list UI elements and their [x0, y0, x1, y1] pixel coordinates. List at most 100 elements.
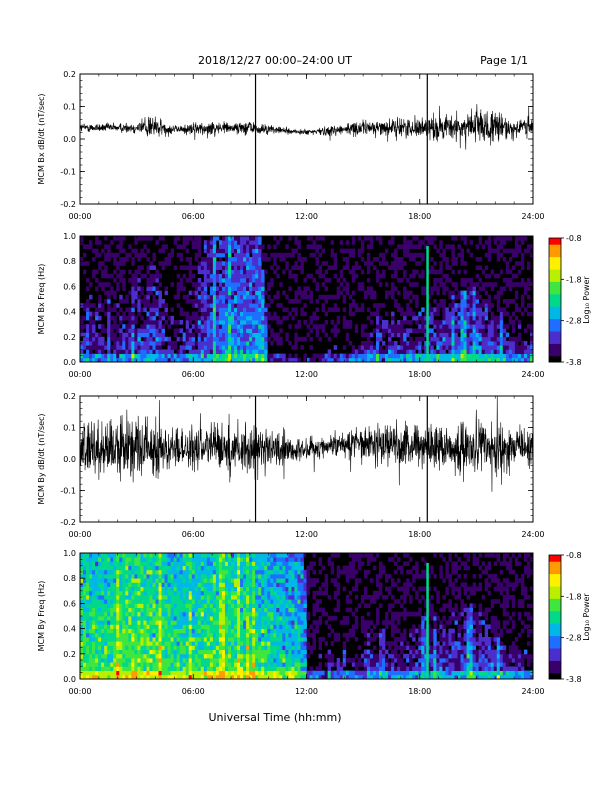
- spectrogram-cell: [255, 616, 259, 621]
- spectrogram-cell: [104, 624, 108, 629]
- spectrogram-cell: [197, 261, 202, 266]
- spectrogram-cell: [237, 641, 241, 646]
- spectrogram-cell: [415, 261, 419, 266]
- spectrogram-cell: [418, 328, 422, 333]
- spectrogram-cell: [258, 282, 262, 287]
- spectrogram-cell: [200, 294, 205, 300]
- spectrogram-cell: [164, 553, 168, 558]
- spectrogram-cell: [119, 620, 123, 625]
- spectrogram-cell: [200, 595, 205, 600]
- spectrogram-cell: [101, 324, 105, 329]
- spectrogram-cell: [164, 628, 168, 634]
- spectrogram-cell: [412, 349, 416, 354]
- spectrogram-cell: [409, 357, 413, 363]
- spectrogram-cell: [194, 299, 199, 304]
- spectrogram-cell: [98, 282, 102, 287]
- spectrogram-cell: [439, 252, 443, 258]
- spectrogram-cell: [391, 282, 395, 287]
- spectrogram-cell: [170, 595, 175, 600]
- spectrogram-cell: [360, 357, 365, 363]
- spectrogram-cell: [194, 674, 199, 680]
- spectrogram-cell: [348, 353, 353, 359]
- spectrogram-cell: [149, 353, 153, 359]
- spectrogram-cell: [433, 311, 437, 317]
- spectrogram-cell: [215, 307, 220, 312]
- spectrogram-cell: [86, 286, 90, 291]
- spectrogram-cell: [140, 565, 144, 571]
- spectrogram-cell: [200, 269, 205, 275]
- spectrogram-cell: [221, 582, 226, 587]
- spectrogram-cell: [409, 257, 413, 262]
- spectrogram-cell: [514, 252, 519, 258]
- spectrogram-cell: [246, 286, 250, 291]
- spectrogram-cell: [369, 244, 374, 249]
- spectrogram-cell: [191, 315, 196, 321]
- spectrogram-cell: [152, 294, 156, 300]
- spectrogram-cell: [397, 303, 401, 308]
- spectrogram-cell: [243, 341, 247, 346]
- spectrogram-cell: [128, 586, 132, 592]
- spectrogram-cell: [357, 236, 362, 241]
- spectrogram-cell: [388, 357, 392, 363]
- spectrogram-cell: [188, 641, 193, 646]
- spectrogram-cell: [487, 299, 492, 304]
- spectrogram-cell: [327, 278, 332, 283]
- spectrogram-cell: [152, 286, 156, 291]
- spectrogram-cell: [457, 294, 461, 300]
- spectrogram-cell: [406, 341, 410, 346]
- spectrogram-cell: [445, 357, 449, 363]
- spectrogram-cell: [197, 674, 202, 680]
- spectrogram-cell: [487, 341, 492, 346]
- spectrogram-cell: [176, 565, 181, 571]
- spectrogram-cell: [134, 294, 138, 300]
- spectrogram-cell: [206, 590, 211, 596]
- spectrogram-cell: [276, 315, 280, 321]
- spectrogram-cell: [224, 282, 229, 287]
- spectrogram-cell: [246, 248, 250, 254]
- spectrogram-cell: [514, 261, 519, 266]
- spectrogram-cell: [140, 653, 144, 659]
- spectrogram-cell: [158, 653, 162, 659]
- spectrogram-cell: [221, 282, 226, 287]
- spectrogram-cell: [345, 265, 350, 270]
- spectrogram-cell: [188, 353, 193, 359]
- spectrogram-cell: [403, 261, 407, 266]
- spectrogram-cell: [185, 328, 190, 333]
- spectrogram-cell: [182, 662, 187, 667]
- spectrogram-cell: [179, 353, 184, 359]
- spectrogram-cell: [234, 649, 238, 655]
- spectrogram-cell: [137, 236, 141, 241]
- spectrogram-cell: [215, 553, 220, 558]
- spectrogram-cell: [227, 265, 232, 270]
- spectrogram-cell: [231, 303, 235, 308]
- spectrogram-cell: [243, 261, 247, 266]
- spectrogram-cell: [116, 341, 120, 346]
- spectrogram-cell: [173, 557, 178, 562]
- spectrogram-cell: [240, 578, 244, 583]
- spectrogram-cell: [309, 299, 313, 304]
- spectrogram-cell: [137, 561, 141, 566]
- spectrogram-cell: [433, 353, 437, 359]
- spectrogram-cell: [378, 324, 383, 329]
- spectrogram-cell: [415, 282, 419, 287]
- spectrogram-cell: [116, 641, 120, 646]
- spectrogram-cell: [224, 616, 229, 621]
- spectrogram-cell: [95, 607, 99, 613]
- spectrogram-cell: [149, 653, 153, 659]
- spectrogram-cell: [255, 611, 259, 617]
- spectrogram-cell: [400, 261, 404, 266]
- spectrogram-cell: [391, 320, 395, 325]
- spectrogram-cell: [375, 278, 380, 283]
- spectrogram-cell: [131, 674, 135, 680]
- spectrogram-cell: [493, 282, 498, 287]
- spectrogram-cell: [234, 282, 238, 287]
- spectrogram-cell: [451, 236, 455, 241]
- spectrogram-cell: [134, 341, 138, 346]
- spectrogram-cell: [140, 265, 144, 270]
- spectrogram-cell: [433, 261, 437, 266]
- spectrogram-cell: [101, 666, 105, 671]
- spectrogram-cell: [336, 315, 341, 321]
- spectrogram-cell: [101, 261, 105, 266]
- spectrogram-cell: [234, 603, 238, 608]
- spectrogram-cell: [131, 578, 135, 583]
